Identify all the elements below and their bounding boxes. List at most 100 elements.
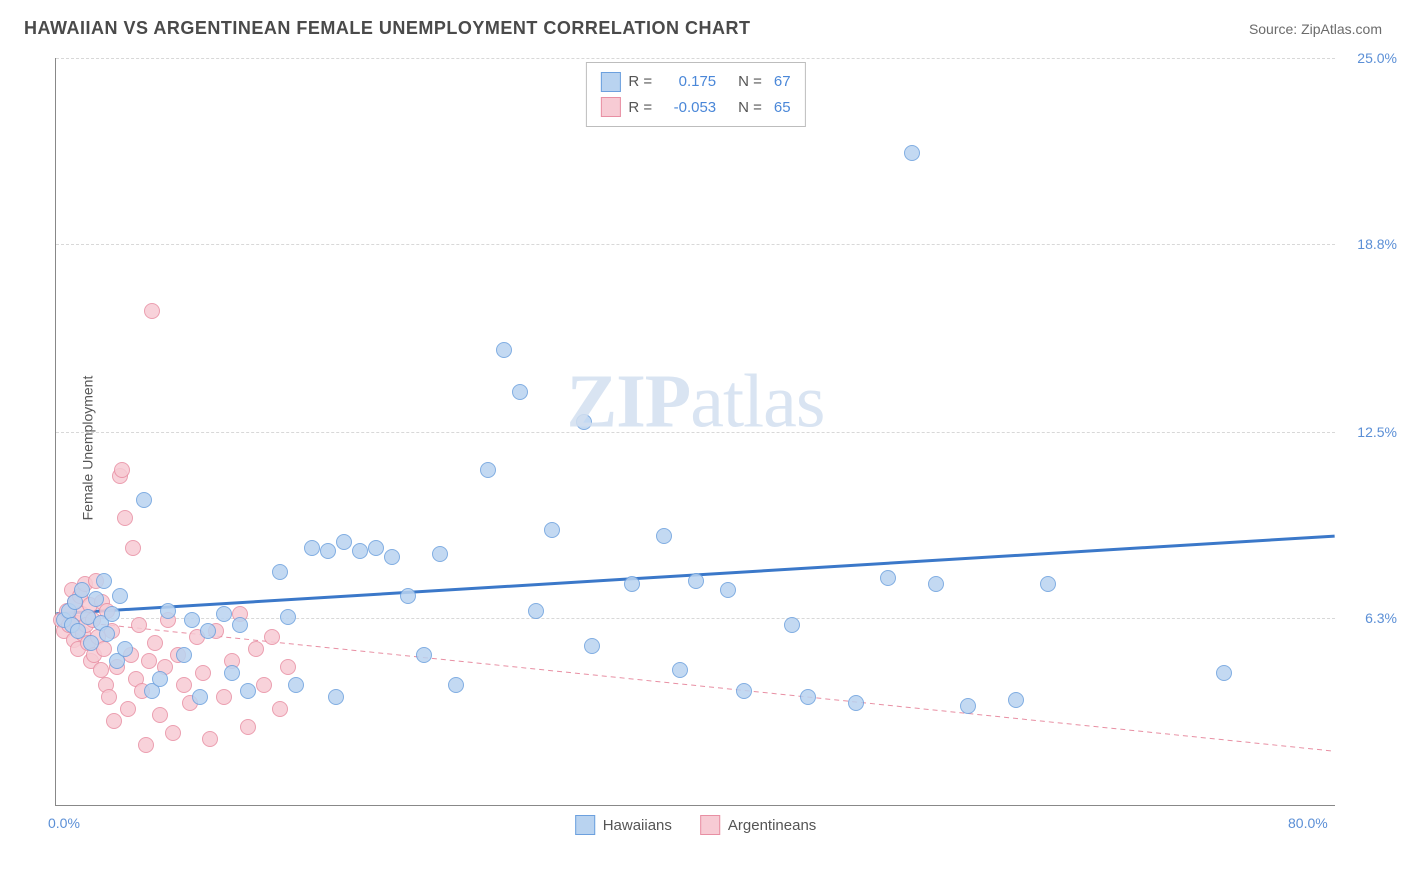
data-point <box>928 576 944 592</box>
data-point <box>114 462 130 478</box>
data-point <box>120 701 136 717</box>
data-point <box>131 617 147 633</box>
data-point <box>368 540 384 556</box>
data-point <box>248 641 264 657</box>
data-point <box>352 543 368 559</box>
legend-item-argentineans: Argentineans <box>700 815 816 835</box>
data-point <box>160 603 176 619</box>
data-point <box>448 677 464 693</box>
swatch-hawaiians-icon <box>575 815 595 835</box>
data-point <box>848 695 864 711</box>
gridline <box>56 432 1335 433</box>
data-point <box>152 707 168 723</box>
data-point <box>624 576 640 592</box>
gridline <box>56 244 1335 245</box>
data-point <box>184 612 200 628</box>
data-point <box>416 647 432 663</box>
legend-row-argentineans: R = -0.053 N = 65 <box>600 95 790 121</box>
data-point <box>280 609 296 625</box>
legend-correlation: R = 0.175 N = 67 R = -0.053 N = 65 <box>585 62 805 127</box>
x-tick-label: 80.0% <box>1288 815 1328 831</box>
data-point <box>656 528 672 544</box>
data-point <box>106 713 122 729</box>
data-point <box>336 534 352 550</box>
legend-row-hawaiians: R = 0.175 N = 67 <box>600 69 790 95</box>
data-point <box>152 671 168 687</box>
data-point <box>264 629 280 645</box>
data-point <box>176 647 192 663</box>
data-point <box>141 653 157 669</box>
data-point <box>195 665 211 681</box>
data-point <box>93 662 109 678</box>
data-point <box>101 689 117 705</box>
data-point <box>112 588 128 604</box>
data-point <box>584 638 600 654</box>
data-point <box>96 573 112 589</box>
y-tick-label: 25.0% <box>1357 50 1397 66</box>
data-point <box>240 719 256 735</box>
data-point <box>272 564 288 580</box>
data-point <box>202 731 218 747</box>
watermark-zip: ZIP <box>567 359 691 443</box>
n-value-argentineans: 65 <box>774 95 791 121</box>
data-point <box>117 641 133 657</box>
r-value-argentineans: -0.053 <box>664 95 716 121</box>
legend-series: Hawaiians Argentineans <box>575 815 817 835</box>
data-point <box>528 603 544 619</box>
data-point <box>736 683 752 699</box>
data-point <box>720 582 736 598</box>
data-point <box>576 414 592 430</box>
data-point <box>88 591 104 607</box>
n-label: N = <box>738 69 762 95</box>
data-point <box>117 510 133 526</box>
data-point <box>304 540 320 556</box>
gridline <box>56 618 1335 619</box>
plot-area: R = 0.175 N = 67 R = -0.053 N = 65 ZIPat… <box>55 58 1335 806</box>
data-point <box>904 145 920 161</box>
data-point <box>672 662 688 678</box>
gridline <box>56 58 1335 59</box>
data-point <box>138 737 154 753</box>
data-point <box>272 701 288 717</box>
legend-label-argentineans: Argentineans <box>728 817 816 834</box>
y-tick-label: 18.8% <box>1357 236 1397 252</box>
data-point <box>104 606 120 622</box>
legend-label-hawaiians: Hawaiians <box>603 817 672 834</box>
data-point <box>496 342 512 358</box>
data-point <box>216 689 232 705</box>
data-point <box>328 689 344 705</box>
data-point <box>480 462 496 478</box>
n-value-hawaiians: 67 <box>774 69 791 95</box>
data-point <box>83 635 99 651</box>
data-point <box>192 689 208 705</box>
y-tick-label: 6.3% <box>1365 610 1397 626</box>
data-point <box>880 570 896 586</box>
chart-title: HAWAIIAN VS ARGENTINEAN FEMALE UNEMPLOYM… <box>24 18 751 39</box>
data-point <box>280 659 296 675</box>
data-point <box>200 623 216 639</box>
swatch-argentineans-icon <box>600 97 620 117</box>
chart-source: Source: ZipAtlas.com <box>1249 21 1382 37</box>
x-tick-label: 0.0% <box>48 815 80 831</box>
data-point <box>176 677 192 693</box>
data-point <box>240 683 256 699</box>
y-tick-label: 12.5% <box>1357 424 1397 440</box>
data-point <box>400 588 416 604</box>
r-label: R = <box>628 95 652 121</box>
swatch-argentineans-icon <box>700 815 720 835</box>
r-label: R = <box>628 69 652 95</box>
data-point <box>1008 692 1024 708</box>
data-point <box>688 573 704 589</box>
data-point <box>224 665 240 681</box>
data-point <box>165 725 181 741</box>
data-point <box>960 698 976 714</box>
data-point <box>384 549 400 565</box>
swatch-hawaiians-icon <box>600 72 620 92</box>
data-point <box>256 677 272 693</box>
n-label: N = <box>738 95 762 121</box>
data-point <box>288 677 304 693</box>
watermark-atlas: atlas <box>690 359 824 443</box>
data-point <box>800 689 816 705</box>
data-point <box>512 384 528 400</box>
data-point <box>125 540 141 556</box>
